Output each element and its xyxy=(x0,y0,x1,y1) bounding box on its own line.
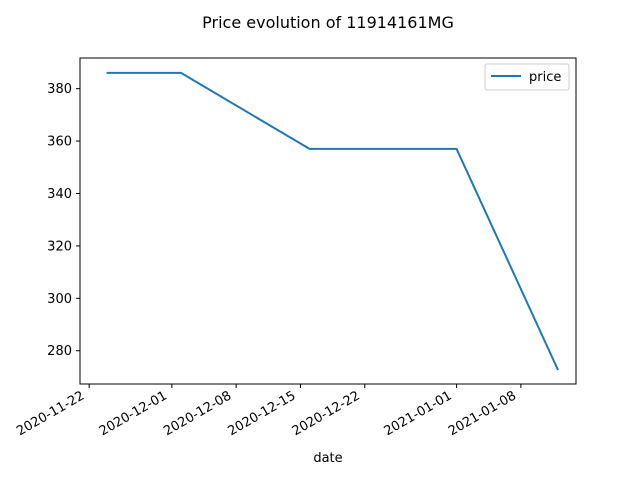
x-tick-label: 2021-01-01 xyxy=(382,388,455,439)
x-axis-label: date xyxy=(313,451,342,466)
x-tick-label: 2020-11-22 xyxy=(14,388,87,439)
legend-label-price: price xyxy=(529,70,561,85)
legend-box xyxy=(484,63,570,91)
x-tick-label: 2021-01-08 xyxy=(446,388,519,439)
legend: price xyxy=(484,63,570,91)
x-tick-label: 2020-12-08 xyxy=(161,388,234,439)
y-tick-label: 360 xyxy=(47,135,72,150)
x-axis: 2020-11-22 2020-12-012020-12-082020-12-15… xyxy=(14,384,522,439)
y-tick-label: 300 xyxy=(47,292,72,307)
x-tick-label: 2020-12-15 xyxy=(226,388,299,439)
y-tick-label: 340 xyxy=(47,187,72,202)
x-tick-label: 2020-12-01 xyxy=(97,388,170,439)
chart-title: Price evolution of 11914161MG xyxy=(202,13,454,32)
series-layer xyxy=(106,71,559,371)
x-tick-label: 2020-12-22 xyxy=(290,388,363,439)
y-axis: 280 300 320 340 360 380 xyxy=(47,82,80,359)
y-tick-label: 320 xyxy=(47,239,72,254)
plot-area-frame xyxy=(79,57,577,385)
y-tick-label: 380 xyxy=(47,82,72,97)
series-line-price xyxy=(106,71,559,371)
y-tick-label: 280 xyxy=(47,344,72,359)
